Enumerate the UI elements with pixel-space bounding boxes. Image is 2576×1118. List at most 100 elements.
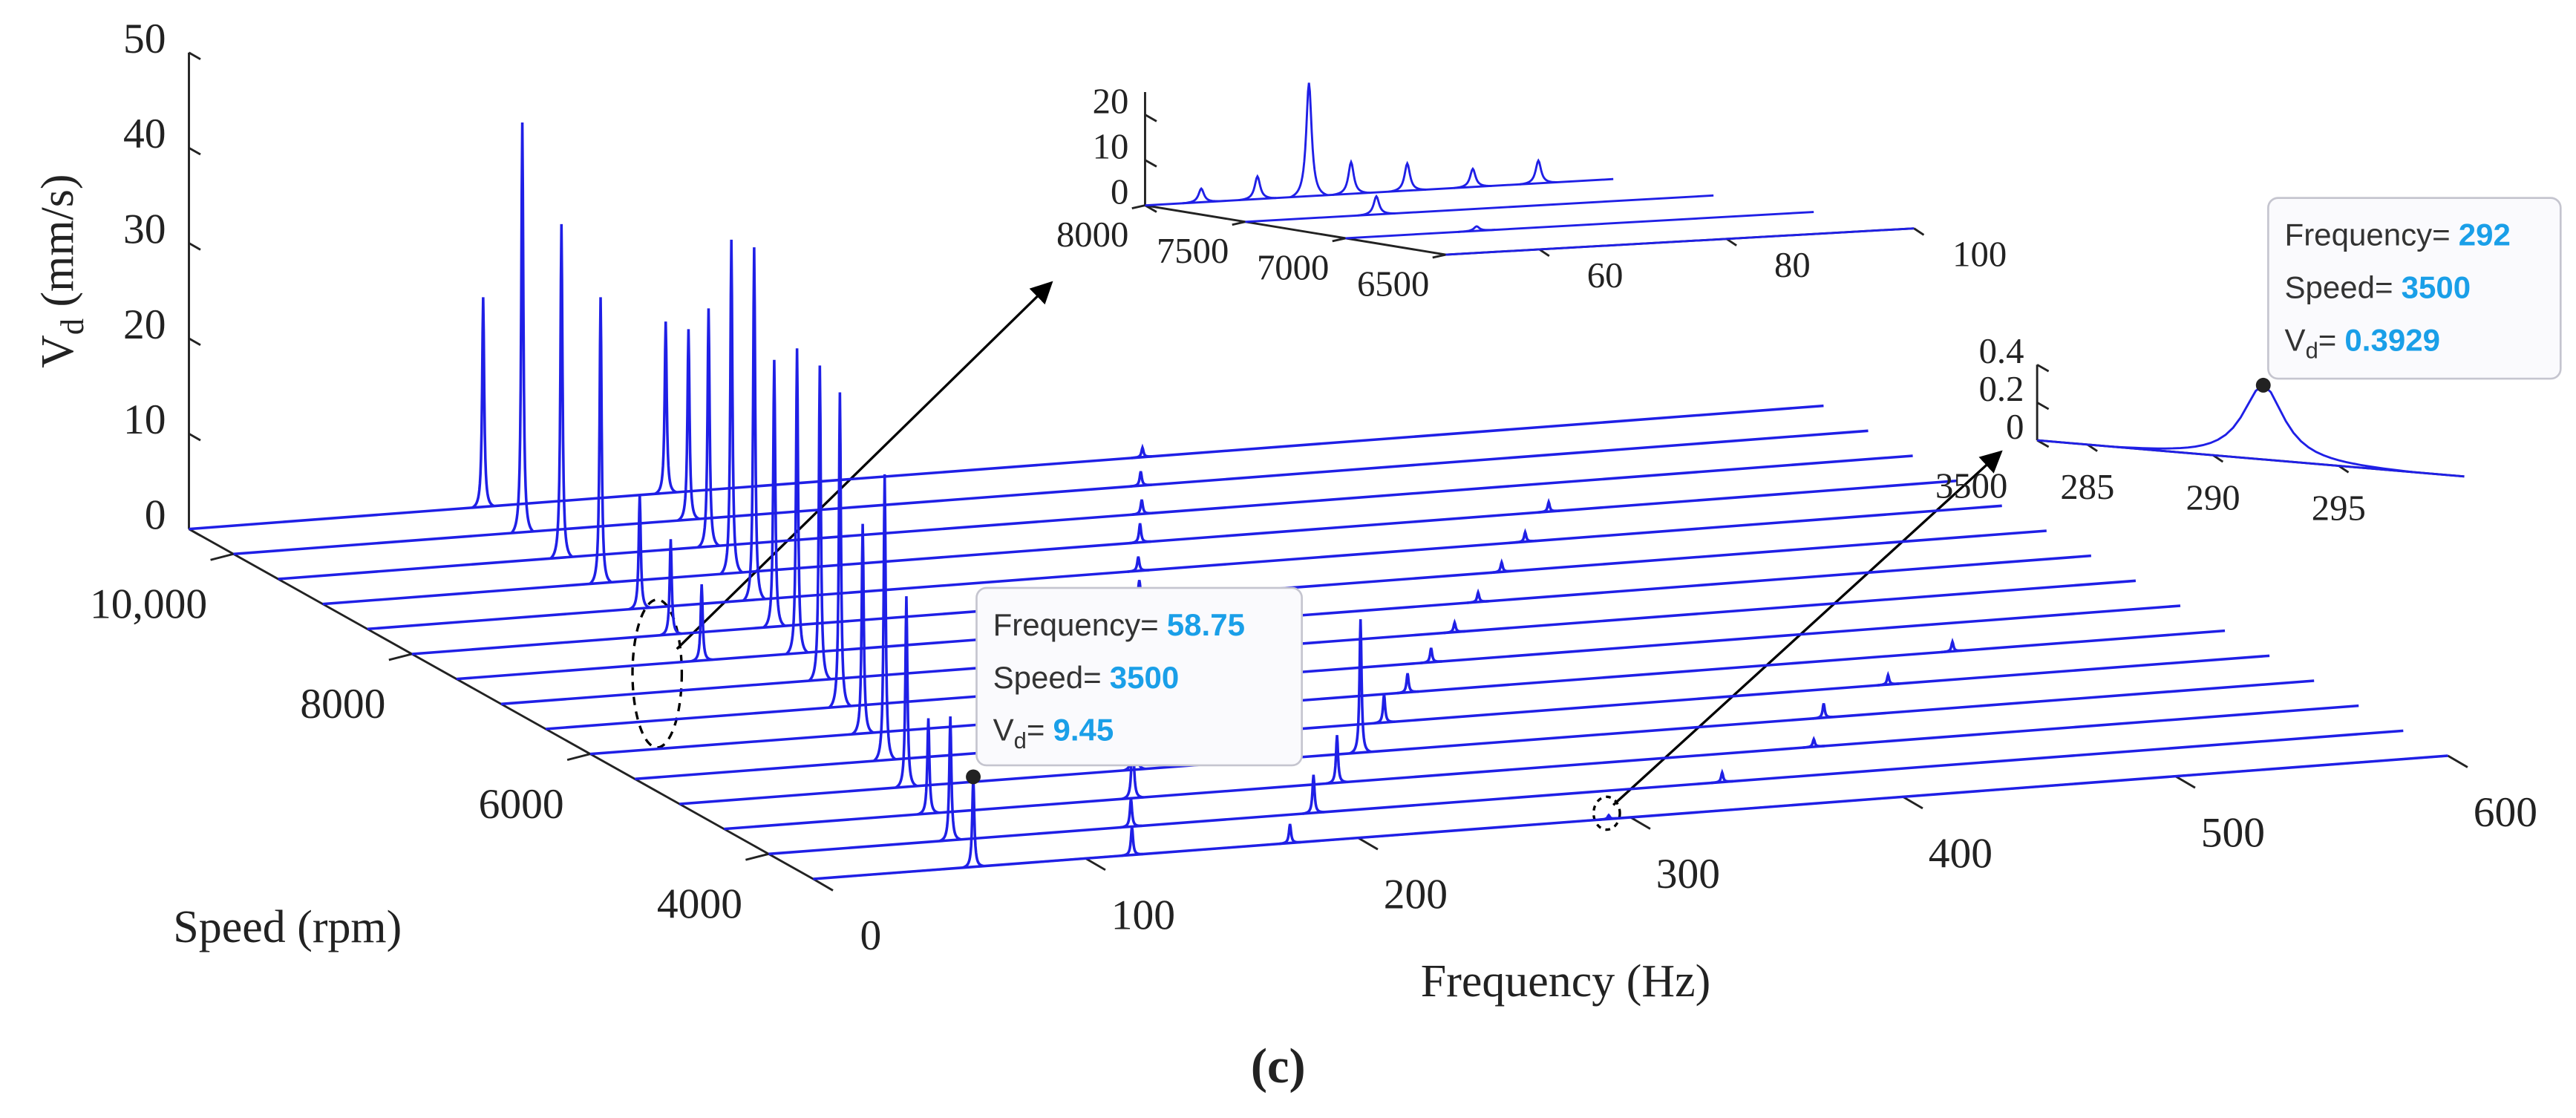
trace-baseline xyxy=(1145,177,1614,207)
trace-baseline xyxy=(589,629,2226,756)
y-tick-label: 4000 xyxy=(657,881,742,928)
spectrum-peak xyxy=(1357,194,1396,217)
datatip-value: 292 xyxy=(2459,218,2511,252)
spectrum-peak xyxy=(1467,588,1489,604)
spectrum-peak xyxy=(1238,174,1277,201)
trace-baseline xyxy=(1245,194,1714,223)
y-tick xyxy=(388,653,413,661)
spectrum-peak xyxy=(1812,703,1835,720)
spectrum-peak xyxy=(828,392,852,709)
datatip-sub: d xyxy=(1014,728,1027,753)
spectrum-peak xyxy=(1802,736,1825,749)
spectrum-peak xyxy=(1349,619,1372,755)
spectrum-peak xyxy=(1710,768,1733,785)
datatip-label: Frequency= xyxy=(993,607,1159,642)
datatip-line: Speed= 3500 xyxy=(2285,270,2471,305)
x-axis-label: Frequency (Hz) xyxy=(1421,956,1710,1007)
spectrum-peak xyxy=(1325,735,1348,785)
spectrum-peak xyxy=(1182,186,1220,205)
x-tick-label: 285 xyxy=(2060,467,2114,507)
y-tick-label: 6000 xyxy=(479,781,564,828)
y-axis-label: Speed (rpm) xyxy=(173,902,402,952)
x-tick xyxy=(1085,857,1106,872)
x-tick xyxy=(2447,754,2468,768)
x-tick xyxy=(1913,227,1925,236)
z-axis-label-main: V xyxy=(33,335,83,368)
x-tick-label: 400 xyxy=(1929,830,1993,877)
spectrum-peak xyxy=(1129,471,1152,488)
x-tick-label: 60 xyxy=(1587,255,1624,295)
caption: (c) xyxy=(1251,1039,1306,1094)
x-tick xyxy=(812,877,834,892)
y-tick-label: 8000 xyxy=(300,681,385,728)
z-axis-label-unit: (mm/s) xyxy=(33,174,83,307)
trace-baseline xyxy=(322,479,1958,606)
y-tick xyxy=(1432,253,1446,259)
datatip: Frequency= 292 Speed= 3500 Vd= 0.3929 xyxy=(2267,197,2562,380)
spectrum-peak xyxy=(1443,618,1466,635)
trace-baseline xyxy=(233,429,1869,556)
spectrum-peak xyxy=(1302,774,1325,815)
z-tick-label: 50 xyxy=(123,16,166,62)
datatip-line: Frequency= 292 xyxy=(2285,218,2511,252)
trace-baseline xyxy=(500,579,2137,706)
trace-baseline xyxy=(724,704,2359,831)
y-tick-label: 10,000 xyxy=(90,581,207,628)
z-axis-label: Vd (mm/s) xyxy=(33,174,91,368)
spectrum-peak xyxy=(1289,82,1328,198)
z-tick xyxy=(1144,159,1157,168)
z-tick-label: 20 xyxy=(123,301,166,348)
z-tick-label: 40 xyxy=(123,111,166,157)
x-tick-label: 100 xyxy=(1952,235,2007,275)
zoom-arrow xyxy=(676,281,1053,650)
spectrum-peak xyxy=(719,239,743,575)
datatip-label: Frequency= xyxy=(2285,218,2451,252)
spectrum-peak xyxy=(549,223,574,560)
spectrum-peak xyxy=(654,321,678,495)
spectrum-peak xyxy=(895,596,918,789)
spectrum-peak xyxy=(510,122,535,535)
z-tick xyxy=(188,146,201,156)
spectrum-peak xyxy=(851,523,875,736)
spectrum-peak xyxy=(872,474,897,762)
spectrum-peak xyxy=(1941,638,1964,654)
y-tick-label: 8000 xyxy=(1056,215,1128,255)
x-tick-label: 80 xyxy=(1774,245,1811,285)
x-tick-label: 600 xyxy=(2474,789,2537,836)
datatip-line: Vd= 9.45 xyxy=(993,713,1114,753)
x-tick-label: 100 xyxy=(1111,892,1175,938)
y-tick-label: 3500 xyxy=(1935,466,2007,506)
datatip-dot xyxy=(2255,377,2271,393)
trace-baseline xyxy=(1345,211,1814,240)
spectrum-peak xyxy=(1127,556,1150,573)
zoom-region xyxy=(631,598,684,749)
zoom-region xyxy=(1592,795,1621,831)
x-tick xyxy=(1726,238,1737,246)
y-tick xyxy=(1131,204,1145,210)
spectrum-peak xyxy=(690,583,713,663)
datatip-value: 58.75 xyxy=(1167,607,1245,642)
y-tick xyxy=(745,852,769,861)
spectrum-peak xyxy=(938,716,962,843)
spectrum-peak xyxy=(1120,826,1143,857)
spectrum-peak xyxy=(1598,813,1620,822)
spectrum-peak xyxy=(917,718,940,816)
spectrum-peak xyxy=(696,308,720,549)
y-axis xyxy=(1145,204,1446,256)
spectrum-peak xyxy=(1396,673,1419,695)
spectrum-peak xyxy=(1128,523,1151,545)
y-tick-label: 7500 xyxy=(1157,231,1229,271)
y-tick xyxy=(1332,237,1346,243)
trace-baseline xyxy=(813,754,2448,880)
datatip-box xyxy=(975,586,1303,767)
spectrum-peak xyxy=(1278,823,1301,846)
spectrum-peak xyxy=(1877,670,1900,687)
spectrum-peak xyxy=(1131,443,1154,460)
z-tick-label: 10 xyxy=(123,396,166,443)
trace-baseline xyxy=(1445,227,1915,256)
datatip: Frequency= 58.75 Speed= 3500 Vd= 9.45 xyxy=(975,586,1303,767)
y-tick-label: 7000 xyxy=(1257,247,1329,287)
spectrum-peak xyxy=(1119,797,1142,829)
trace-baseline xyxy=(768,729,2404,856)
z-tick-label: 10 xyxy=(1093,126,1129,166)
